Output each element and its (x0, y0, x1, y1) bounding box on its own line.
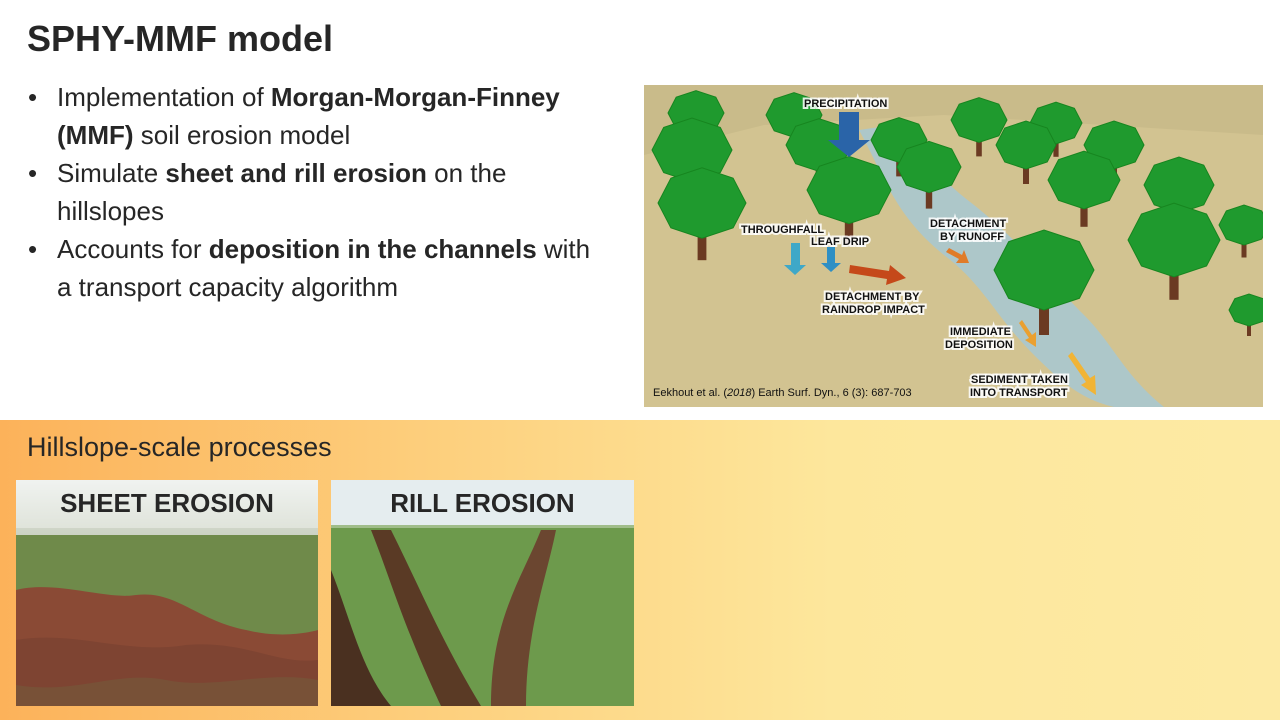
arrow (828, 112, 870, 157)
arrow (849, 265, 906, 285)
photo-caption: RILL EROSION (390, 488, 575, 518)
section-title: Hillslope-scale processes (27, 432, 332, 462)
bullet-text: Simulate (57, 158, 166, 188)
diagram-label: PRECIPITATION (804, 98, 887, 110)
citation-text: Eekhout et al. ( (653, 387, 727, 399)
trees (651, 90, 1263, 336)
tree-canopy (657, 167, 747, 239)
bullet-text: with a transport capacity algorithm (57, 234, 591, 302)
tree-canopy (1047, 150, 1121, 210)
bullet-text: soil erosion model (133, 120, 351, 150)
bullet: Implementation of Morgan-Morgan-Finney (… (28, 78, 608, 154)
arrow (1068, 352, 1096, 395)
photo: SHEET EROSION (16, 480, 318, 706)
arrow (821, 247, 841, 272)
bullet-text: deposition in the channels (208, 234, 537, 264)
tree-canopy (993, 229, 1095, 311)
bullet-text: sheet and rill erosion (165, 158, 427, 188)
diagram-label: THROUGHFALL (741, 224, 824, 236)
photo: RILL EROSION (331, 480, 634, 706)
diagram-label: INTO TRANSPORT (970, 387, 1068, 399)
arrow (1019, 320, 1036, 347)
diagram-label: DEPOSITION (945, 339, 1013, 351)
photo-caption: SHEET EROSION (60, 488, 274, 518)
diagram-label: BY RUNOFF (940, 231, 1004, 243)
tree-canopy (950, 97, 1008, 143)
tree-canopy (1127, 202, 1221, 278)
citation: Eekhout et al. (2018) Earth Surf. Dyn., … (653, 387, 912, 399)
tree-canopy (896, 140, 962, 194)
slide-title: SPHY-MMF model (27, 18, 334, 59)
bullet-text: Accounts for (57, 234, 209, 264)
bullet: Simulate sheet and rill erosion on the h… (28, 154, 608, 230)
diagram-label: SEDIMENT TAKEN (971, 374, 1068, 386)
tree-canopy (1218, 204, 1263, 246)
diagram-label: RAINDROP IMPACT (822, 304, 925, 316)
citation-text: ) Earth Surf. Dyn., 6 (3): 687-703 (751, 387, 911, 399)
rill-erosion-photo (331, 480, 634, 706)
tree-canopy (1228, 293, 1263, 327)
diagram-label: LEAF DRIP (811, 236, 869, 248)
bullet-text: Implementation of (57, 82, 271, 112)
diagram-label: IMMEDIATE (950, 326, 1011, 338)
bullet: Accounts for deposition in the channels … (28, 230, 608, 306)
tree-canopy (995, 120, 1057, 170)
bullet-text: on the hillslopes (57, 158, 507, 226)
sheet-erosion-photo (16, 480, 318, 706)
diagram-label: DETACHMENT BY (825, 291, 920, 303)
arrow (784, 243, 806, 275)
diagram-label: DETACHMENT (930, 218, 1006, 230)
tree-canopy (1143, 156, 1215, 214)
citation-text: 2018 (726, 387, 752, 399)
bullet-text: Morgan-Morgan-Finney (MMF) (57, 82, 560, 150)
tree-canopy (806, 155, 892, 225)
bullet-list: Implementation of Morgan-Morgan-Finney (… (28, 78, 608, 306)
arrow (946, 248, 969, 263)
erosion-diagram: PRECIPITATION THROUGHFALL LEAF DRIP DETA… (644, 85, 1263, 407)
